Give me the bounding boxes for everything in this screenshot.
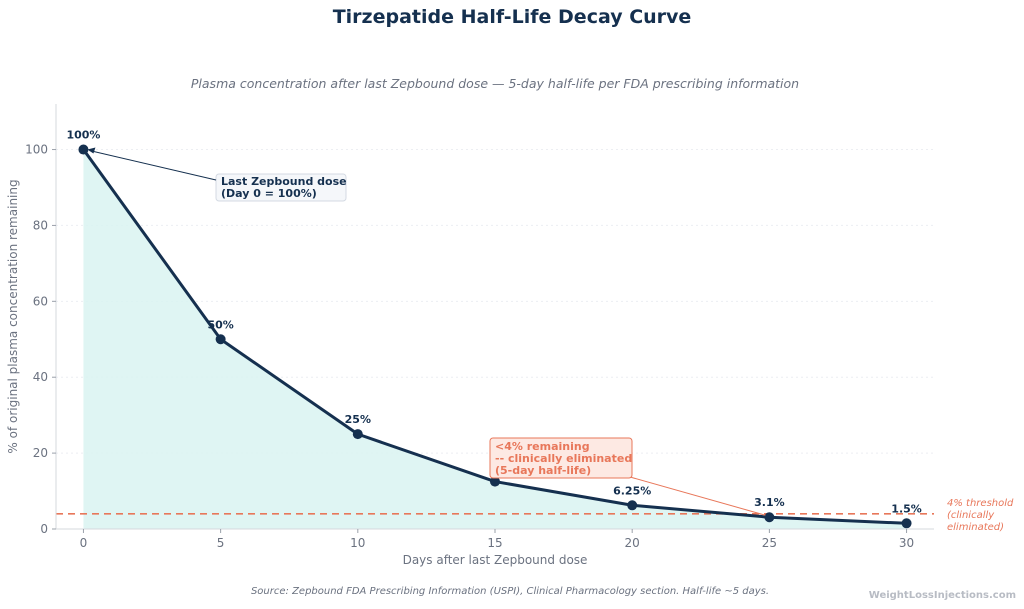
data-label: 1.5% — [891, 502, 922, 515]
annotation-arrow — [629, 476, 766, 516]
annotation-text: <4% remaining — [495, 440, 590, 453]
source-note: Source: Zepbound FDA Prescribing Informa… — [250, 586, 770, 597]
data-label: 6.25% — [613, 484, 651, 497]
data-points — [78, 144, 912, 529]
data-point — [215, 334, 226, 345]
x-tick-label: 30 — [899, 536, 914, 550]
data-label: 25% — [345, 413, 371, 426]
arrowhead-icon — [87, 147, 96, 154]
data-label: 100% — [66, 129, 100, 142]
x-tick-label: 0 — [80, 536, 88, 550]
y-axis-label: % of original plasma concentration remai… — [6, 179, 20, 453]
x-tick-label: 10 — [350, 536, 365, 550]
threshold-label: eliminated) — [947, 522, 1004, 533]
y-tick-label: 0 — [40, 522, 48, 536]
annotation-arrow — [89, 150, 217, 181]
threshold-label: (clinically — [947, 510, 995, 521]
data-point — [627, 500, 638, 511]
annotation-text: Last Zepbound dose — [221, 175, 347, 188]
x-tick-label: 25 — [762, 536, 777, 550]
y-tick-label: 20 — [33, 446, 48, 460]
chart-title: Tirzepatide Half-Life Decay Curve — [332, 6, 692, 28]
y-tick-label: 40 — [33, 370, 48, 384]
data-point — [352, 429, 363, 440]
watermark: WeightLossInjections.com — [868, 590, 1016, 601]
data-point — [78, 144, 89, 155]
x-axis-label: Days after last Zepbound dose — [403, 553, 588, 567]
data-label: 3.1% — [754, 496, 785, 509]
x-tick-label: 20 — [625, 536, 640, 550]
y-tick-label: 80 — [33, 218, 48, 232]
chart-subtitle: Plasma concentration after last Zepbound… — [190, 76, 800, 91]
data-labels: 100% 50% 25% 6.25% 3.1% 1.5% — [66, 129, 921, 516]
annotation-text: (Day 0 = 100%) — [221, 187, 317, 200]
x-tick-label: 15 — [487, 536, 502, 550]
threshold-label: 4% threshold — [947, 498, 1014, 509]
area-fill — [83, 149, 907, 530]
data-point — [490, 476, 500, 487]
data-label: 50% — [207, 318, 233, 331]
x-tick-label: 5 — [217, 536, 225, 550]
data-point — [764, 512, 775, 523]
data-point — [901, 518, 912, 529]
annotation-text: (5-day half-life) — [495, 464, 591, 477]
y-tick-label: 60 — [33, 294, 48, 308]
annotation-text: -- clinically eliminated — [495, 452, 632, 465]
annotation-box — [489, 437, 633, 479]
y-tick-label: 100 — [25, 143, 48, 157]
annotation-box — [215, 173, 347, 202]
axes: 0 20 40 60 80 100 0 5 10 15 20 25 30 — [25, 104, 934, 550]
